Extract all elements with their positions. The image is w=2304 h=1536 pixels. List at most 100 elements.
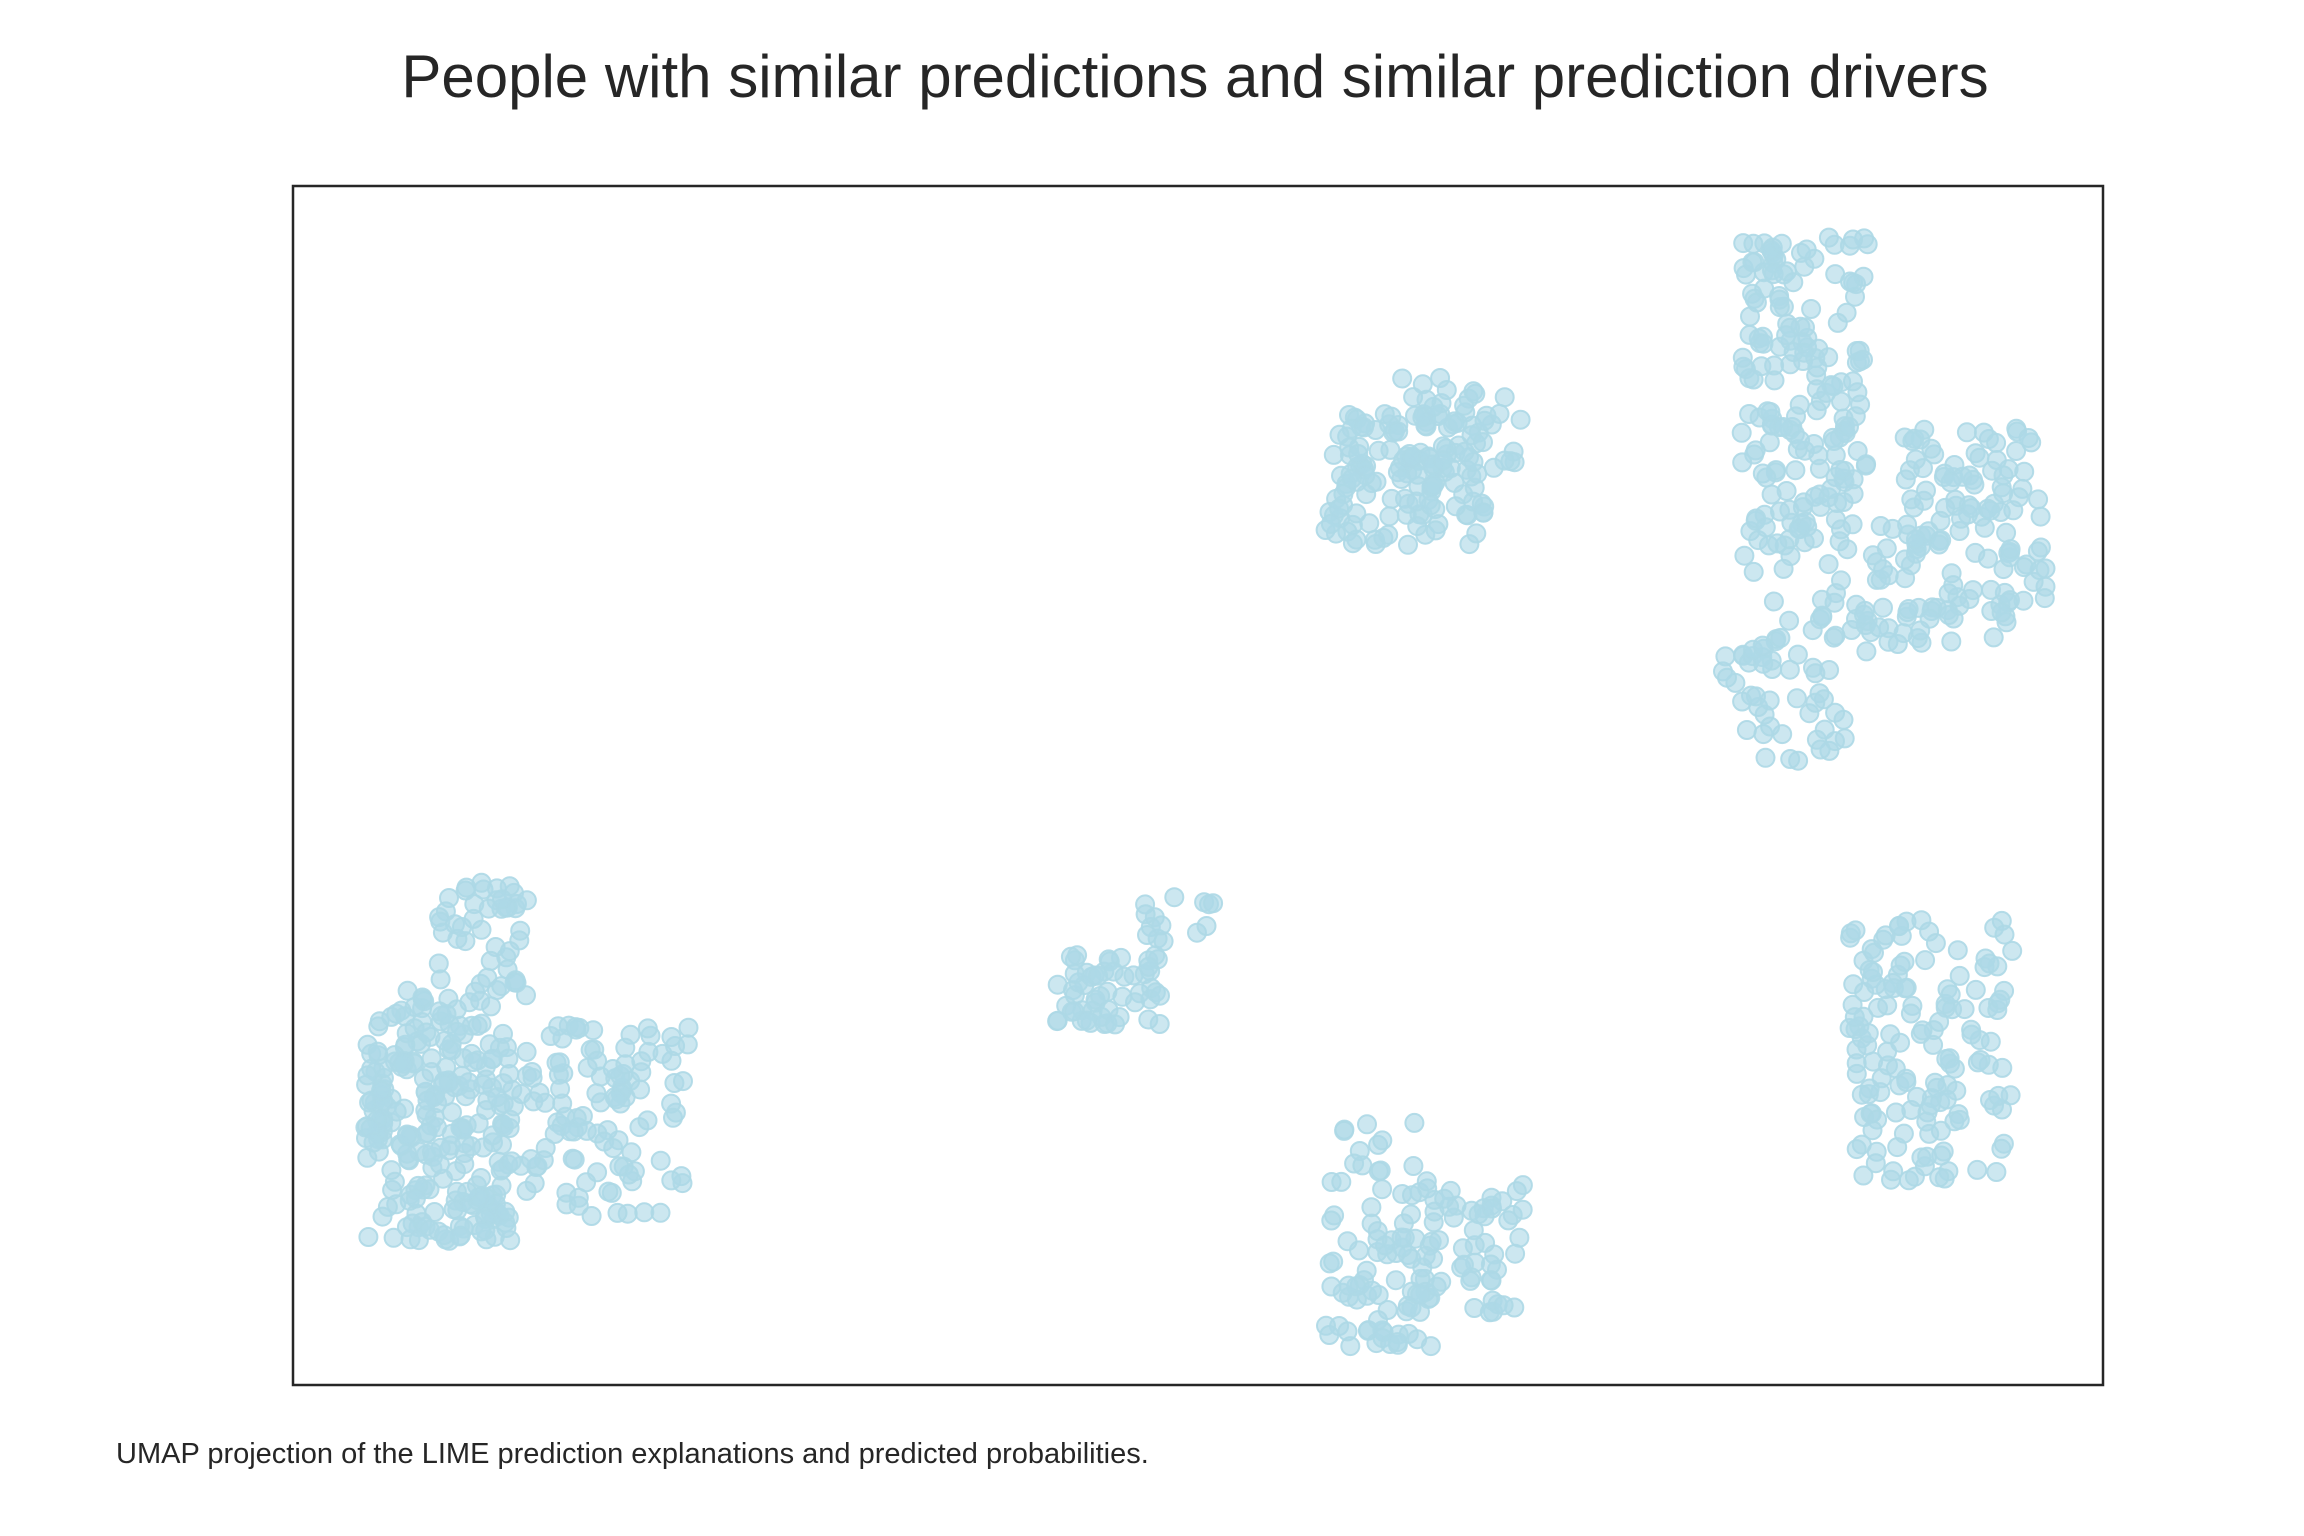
scatter-point — [1060, 946, 1081, 967]
point-cluster — [1316, 1112, 1533, 1357]
scatter-point — [1715, 646, 1736, 667]
scatter-point — [1356, 1260, 1377, 1281]
scatter-point — [393, 1053, 414, 1074]
scatter-point — [1321, 1210, 1342, 1231]
scatter-point — [1138, 1009, 1159, 1030]
scatter-point — [1876, 538, 1897, 559]
scatter-point — [1843, 371, 1863, 392]
scatter-point — [1732, 452, 1753, 473]
scatter-point — [544, 1124, 565, 1144]
scatter-point — [1770, 627, 1791, 648]
scatter-point — [568, 1187, 589, 1208]
scatter-point — [1463, 1220, 1484, 1241]
scatter-point — [1321, 1276, 1342, 1297]
scatter-point — [501, 1151, 522, 1172]
scatter-point — [1979, 953, 2000, 974]
scatter-point — [1810, 739, 1831, 760]
scatter-point — [417, 1090, 438, 1111]
scatter-point — [615, 1054, 636, 1075]
scatter-point — [1914, 419, 1935, 440]
scatter-point — [463, 1052, 484, 1073]
scatter-point — [1969, 447, 1990, 468]
scatter-point — [1805, 663, 1826, 684]
scatter-point — [1388, 421, 1409, 442]
scatter-point — [468, 1113, 489, 1134]
scatter-point — [1864, 942, 1884, 963]
scatter-point — [1875, 925, 1896, 946]
scatter-point — [550, 1078, 571, 1099]
scatter-point — [1746, 292, 1767, 313]
scatter-point — [1895, 469, 1916, 490]
scatter-point — [1873, 559, 1894, 580]
scatter-point — [1403, 387, 1424, 408]
scatter-point — [565, 1017, 586, 1038]
scatter-point — [439, 888, 459, 908]
scatter-point — [1512, 1199, 1533, 1220]
scatter-point — [1954, 999, 1975, 1020]
scatter-point — [1374, 404, 1395, 425]
point-cluster — [1839, 910, 2023, 1191]
scatter-point — [1949, 1109, 1970, 1130]
scatter-point — [1378, 524, 1399, 545]
scatter-point — [1802, 620, 1823, 641]
scatter-point — [1391, 1227, 1412, 1248]
scatter-point — [521, 1149, 541, 1170]
scatter-point — [1367, 1221, 1388, 1242]
scatter-point — [1402, 1185, 1422, 1206]
scatter-point — [1981, 579, 2001, 600]
scatter-point — [1764, 370, 1785, 391]
scatter-point — [638, 1041, 659, 1062]
scatter-point — [1877, 1041, 1898, 1062]
scatter-point — [581, 1206, 602, 1226]
scatter-point — [1885, 1102, 1906, 1123]
scatter-point — [436, 1057, 457, 1078]
scatter-point — [1873, 597, 1893, 618]
scatter-point — [1368, 440, 1389, 461]
scatter-point — [396, 1217, 417, 1238]
scatter-point — [1135, 904, 1156, 925]
scatter-point — [1988, 1085, 2009, 1106]
scatter-point — [1493, 1295, 1514, 1316]
scatter-point — [1905, 449, 1926, 470]
chart-title: People with similar predictions and simi… — [401, 43, 1989, 110]
scatter-point — [1929, 534, 1949, 555]
scatter-point — [1812, 606, 1833, 627]
scatter-point — [1761, 484, 1782, 505]
figure-caption: UMAP projection of the LIME prediction e… — [116, 1438, 1149, 1470]
scatter-point — [1940, 472, 1961, 493]
scatter-point — [446, 1181, 467, 1202]
scatter-point — [607, 1202, 628, 1223]
scatter-point — [1776, 325, 1797, 346]
scatter-point — [1804, 486, 1825, 507]
scatter-point — [1494, 387, 1515, 408]
scatter-point — [1361, 1197, 1382, 1218]
scatter-point — [1331, 1171, 1352, 1192]
scatter-point — [1137, 925, 1157, 945]
scatter-point — [1938, 605, 1959, 625]
scatter-point — [2013, 557, 2034, 578]
scatter-point — [1853, 349, 1873, 370]
scatter-point — [1755, 517, 1776, 538]
scatter-point — [367, 1041, 388, 1062]
scatter-point — [2006, 441, 2027, 461]
scatter-point — [535, 1092, 556, 1113]
scatter-point — [1883, 1161, 1904, 1182]
scatter-point — [1164, 887, 1185, 908]
scatter-point — [1887, 634, 1908, 654]
scatter-point — [1734, 545, 1755, 566]
scatter-point — [1779, 659, 1800, 680]
scatter-point — [1423, 475, 1444, 496]
scatter-point — [1352, 1155, 1373, 1176]
scatter-point — [1904, 1166, 1925, 1187]
scatter-point — [1385, 1270, 1406, 1291]
scatter-point — [1947, 940, 1968, 961]
scatter-point — [1431, 1271, 1452, 1292]
scatter-point — [1138, 956, 1159, 977]
scatter-point — [1480, 1270, 1501, 1291]
scatter-point — [1956, 422, 1977, 443]
scatter-point — [471, 872, 492, 893]
scatter-point — [432, 922, 453, 943]
scatter-point — [1917, 1146, 1938, 1167]
scatter-point — [443, 1199, 464, 1220]
scatter-point — [1900, 1003, 1921, 1024]
